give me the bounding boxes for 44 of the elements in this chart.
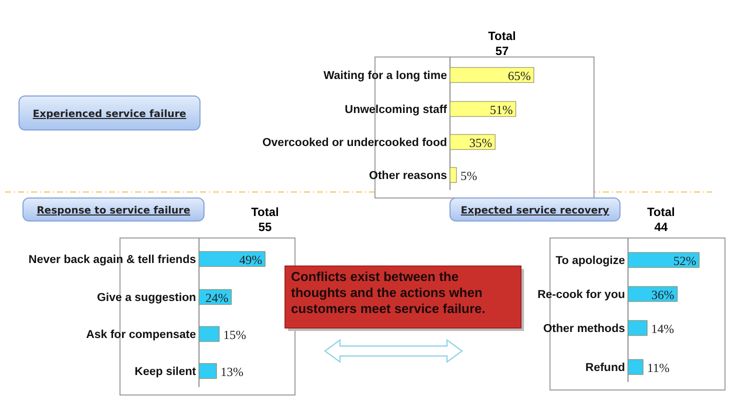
- y-tick-label: Keep silent: [134, 366, 196, 378]
- bar: [198, 251, 266, 267]
- bar: [628, 359, 644, 375]
- y-tick-label: Overcooked or undercooked food: [262, 137, 447, 149]
- data-label: 36%: [651, 288, 674, 302]
- data-label: 51%: [490, 103, 513, 117]
- bar: [628, 252, 700, 268]
- text: Experienced service failure: [32, 109, 186, 120]
- data-label: 5%: [460, 169, 478, 183]
- y-tick-label: Give a suggestion: [96, 292, 196, 304]
- chart-title: Total: [647, 205, 675, 219]
- chart-title: Total: [488, 29, 516, 43]
- bar: [198, 363, 217, 379]
- data-label: 65%: [508, 69, 531, 83]
- y-tick-label: Waiting for a long time: [323, 70, 447, 82]
- y-tick-label: Other reasons: [369, 170, 447, 182]
- text: Response to service failure: [36, 206, 190, 216]
- data-label: 52%: [673, 254, 696, 268]
- text: Expected service recovery: [460, 206, 610, 216]
- chart-subtitle: 44: [654, 220, 668, 234]
- bar: [628, 286, 678, 302]
- y-tick-label: Re-cook for you: [537, 289, 625, 301]
- y-tick-label: Refund: [585, 362, 625, 374]
- y-tick-label: To apologize: [556, 255, 625, 267]
- data-label: 35%: [469, 136, 492, 150]
- y-tick-label: Ask for compensate: [86, 329, 196, 341]
- data-label: 14%: [651, 322, 674, 336]
- bar: [450, 67, 534, 83]
- bar: [450, 134, 496, 150]
- bar: [198, 326, 220, 342]
- data-label: 13%: [220, 365, 244, 379]
- chart-title: Total: [251, 205, 279, 219]
- data-label: 49%: [239, 253, 262, 267]
- data-label: 11%: [647, 361, 670, 375]
- y-tick-label: Never back again & tell friends: [28, 254, 196, 266]
- data-label: 24%: [205, 291, 228, 305]
- bar: [450, 101, 516, 117]
- text: Conflicts exist between the thoughts and the actions when customers meet service failure.: [291, 269, 486, 317]
- y-tick-label: Unwelcoming staff: [344, 104, 448, 116]
- chart-subtitle: 57: [495, 44, 509, 58]
- y-tick-label: Other methods: [543, 323, 625, 335]
- bar: [450, 167, 457, 183]
- data-label: 15%: [223, 328, 246, 342]
- chart-subtitle: 55: [258, 220, 272, 234]
